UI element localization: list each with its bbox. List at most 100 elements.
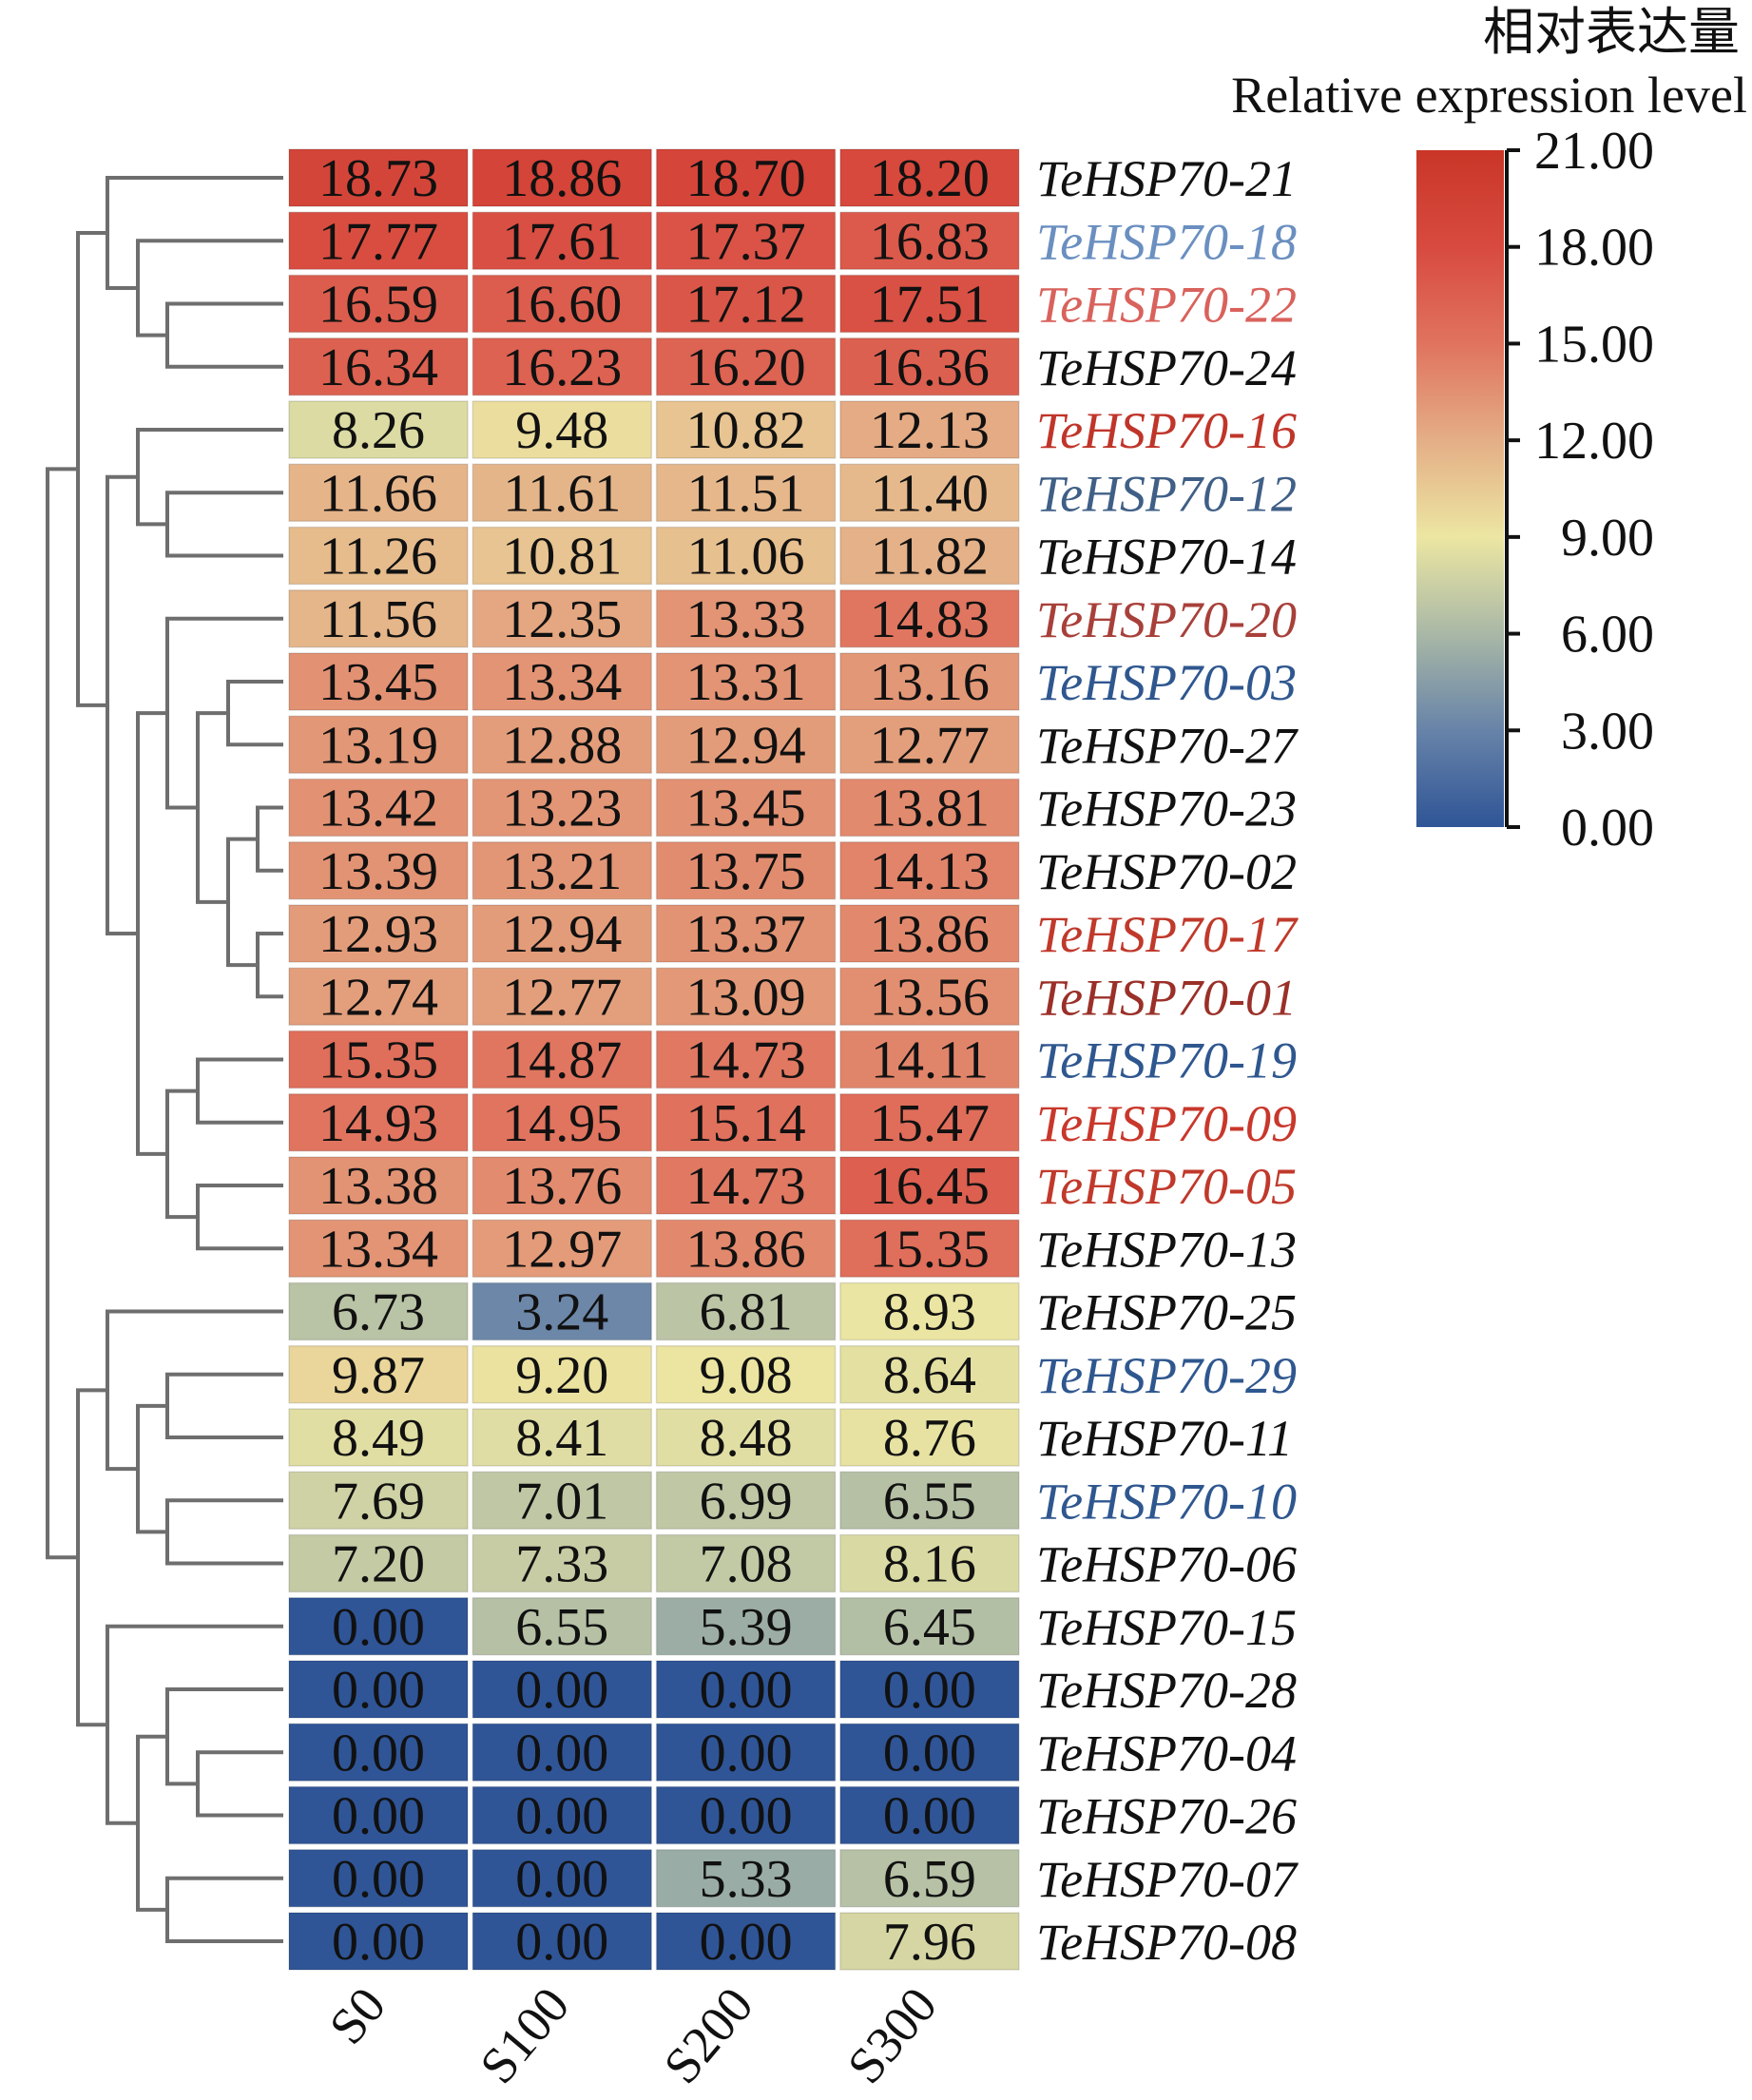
cell-value-label: 9.08 [700, 1346, 793, 1405]
cell-value-label: 14.13 [870, 842, 990, 901]
cell-value-label: 0.00 [515, 1913, 608, 1972]
cell-value-label: 0.00 [700, 1913, 793, 1972]
heatmap-cell [839, 1912, 1020, 1971]
row-dendrogram [46, 176, 283, 1943]
cell-value-label: 0.00 [883, 1661, 976, 1720]
heatmap-cell [839, 904, 1020, 963]
cell-value-label: 17.37 [686, 212, 806, 271]
heatmap-cell [472, 1723, 653, 1782]
cell-value-label: 15.14 [686, 1094, 806, 1153]
dendrogram-branch [165, 1687, 283, 1786]
cell-value-label: 5.33 [700, 1850, 793, 1909]
heatmap-cell [655, 148, 837, 207]
heatmap-cell [839, 1660, 1020, 1719]
heatmap-cell [288, 211, 469, 270]
cell-value-label: 17.51 [870, 276, 990, 335]
gene-label: TeHSP70-07 [1036, 1851, 1299, 1908]
heatmap-cell [839, 589, 1020, 648]
gene-label: TeHSP70-26 [1036, 1788, 1297, 1845]
cell-value-label: 10.81 [502, 528, 622, 587]
heatmap-cell [839, 1281, 1020, 1341]
gene-label: TeHSP70-06 [1036, 1536, 1297, 1593]
dendrogram-branch [165, 301, 283, 369]
cell-value-label: 0.00 [883, 1724, 976, 1782]
heatmap-cell [472, 652, 653, 711]
cell-value-label: 8.49 [332, 1409, 425, 1468]
cell-value-label: 7.01 [515, 1472, 608, 1531]
cell-value-label: 16.59 [318, 276, 438, 335]
heatmap-cell [472, 148, 653, 207]
heatmap-cell [288, 652, 469, 711]
heatmap-cell [472, 337, 653, 396]
heatmap-cell [655, 1597, 837, 1656]
cell-value-label: 13.75 [686, 842, 806, 901]
heatmap-cell [288, 400, 469, 459]
gene-label: TeHSP70-25 [1036, 1284, 1297, 1341]
column-label: S300 [837, 1976, 948, 2094]
heatmap-cell [472, 904, 653, 963]
cell-value-label: 0.00 [332, 1850, 425, 1909]
cell-value-label: 13.34 [318, 1220, 438, 1279]
cell-value-label: 9.48 [515, 401, 608, 460]
cell-value-label: 13.76 [502, 1157, 622, 1216]
gene-label: TeHSP70-20 [1036, 591, 1297, 648]
heatmap-cell [839, 1849, 1020, 1908]
cell-value-label: 13.86 [870, 905, 990, 964]
heatmap-cell [655, 904, 837, 963]
gene-label: TeHSP70-18 [1036, 213, 1297, 270]
cell-value-label: 17.77 [318, 212, 438, 271]
heatmap-cell [288, 778, 469, 838]
heatmap-cell [472, 841, 653, 900]
cell-value-label: 0.00 [515, 1724, 608, 1782]
heatmap-cell [655, 1408, 837, 1467]
heatmap-cell [655, 400, 837, 459]
cell-value-label: 13.56 [870, 968, 990, 1027]
heatmap-cell [655, 778, 837, 838]
heatmap-cell [655, 841, 837, 900]
cell-value-label: 11.61 [503, 464, 621, 523]
cell-value-label: 14.83 [870, 590, 990, 649]
heatmap-cell [655, 1723, 837, 1782]
heatmap-cell [839, 1345, 1020, 1404]
cell-value-label: 6.59 [883, 1850, 976, 1909]
cell-value-label: 13.33 [686, 590, 806, 649]
cell-value-label: 18.70 [686, 149, 806, 208]
heatmap-cell [839, 1533, 1020, 1593]
dendrogram-branch [76, 230, 107, 707]
heatmap-cell [655, 967, 837, 1026]
cell-value-label: 16.34 [318, 338, 438, 397]
gene-label: TeHSP70-11 [1036, 1410, 1293, 1467]
cell-value-label: 12.97 [502, 1220, 622, 1279]
heatmap-cell [288, 1156, 469, 1215]
cell-value-label: 7.33 [515, 1535, 608, 1594]
cell-value-label: 12.77 [502, 968, 622, 1027]
heatmap-cell [472, 967, 653, 1026]
heatmap-cell [655, 1660, 837, 1719]
gene-label: TeHSP70-08 [1036, 1914, 1297, 1971]
cell-value-label: 11.56 [319, 590, 437, 649]
colorbar-tick-label: 0.00 [1561, 799, 1654, 857]
heatmap-cell [288, 904, 469, 963]
colorbar-legend: 相对表达量 Relative expression level 0.00 3.00… [1231, 4, 1747, 857]
cell-value-label: 14.73 [686, 1031, 806, 1090]
cell-value-label: 8.76 [883, 1409, 976, 1468]
colorbar-tick-label: 6.00 [1561, 606, 1654, 665]
heatmap-cell [839, 652, 1020, 711]
gene-label: TeHSP70-10 [1036, 1473, 1297, 1530]
heatmap-cell [839, 337, 1020, 396]
cell-value-label: 8.26 [332, 401, 425, 460]
heatmap-cell [655, 211, 837, 270]
cell-value-label: 0.00 [332, 1598, 425, 1657]
cell-value-label: 12.93 [318, 905, 438, 964]
heatmap-cell [472, 1345, 653, 1404]
dendrogram-branch [165, 1372, 283, 1439]
heatmap-cell [839, 1030, 1020, 1089]
heatmap-cell [288, 1660, 469, 1719]
colorbar-tick-label: 15.00 [1534, 315, 1654, 374]
gene-label: TeHSP70-03 [1036, 654, 1297, 711]
cell-value-label: 12.35 [502, 590, 622, 649]
gene-label: TeHSP70-02 [1036, 843, 1297, 900]
dendrogram-branch [196, 1184, 283, 1251]
heatmap-cell [839, 274, 1020, 334]
heatmap-cell [655, 1093, 837, 1152]
